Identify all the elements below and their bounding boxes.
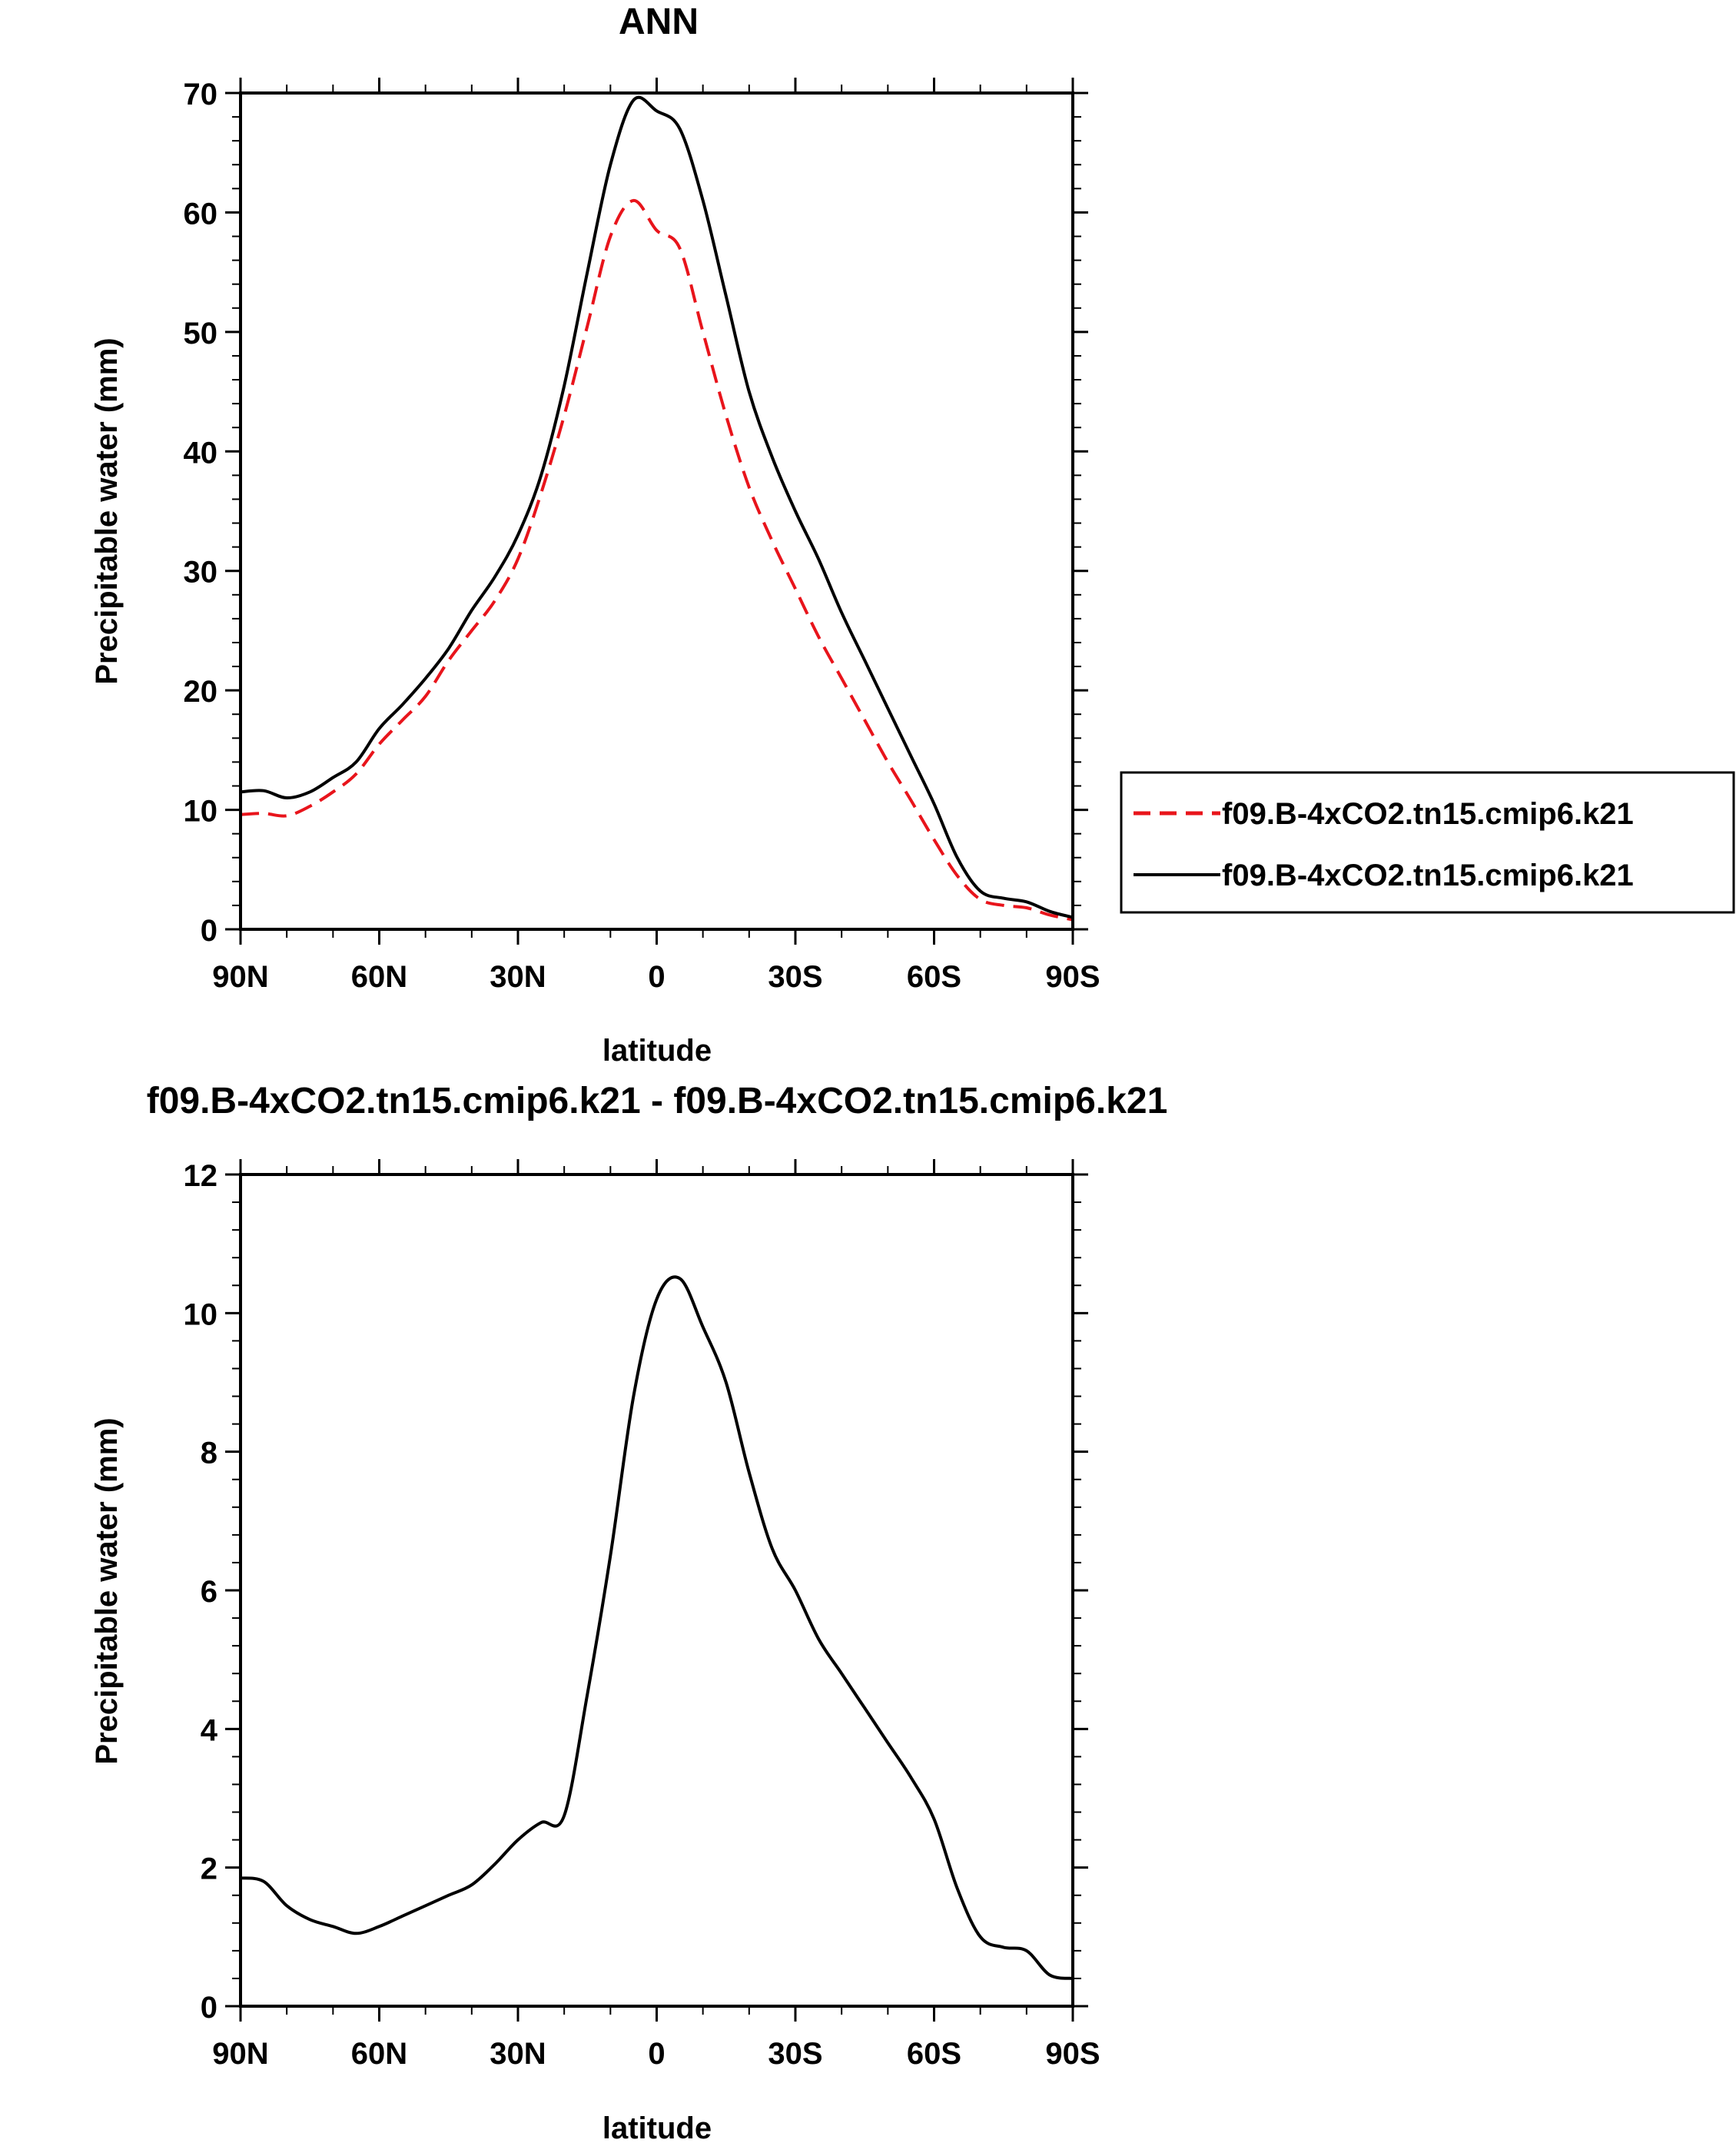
top-panel: ANN 0 10 20 30 40 50 60 70 90N 60N 30N 0 30S 60S 90S P… [90, 2, 1100, 1068]
bottom-y-tick-label: 0 [201, 1991, 217, 2025]
top-y-axis-label: Precipitable water (mm) [90, 337, 124, 684]
top-series-line-2 [240, 95, 1074, 919]
bottom-x-tick-label: 90S [1045, 2037, 1100, 2071]
bottom-series-line-1 [240, 1275, 1074, 1980]
bottom-x-tick-label: 0 [648, 2037, 665, 2071]
top-y-tick-label: 50 [184, 317, 218, 351]
bottom-x-tick-label: 30S [768, 2037, 822, 2071]
top-x-tick-label: 60N [351, 960, 407, 994]
bottom-chart-title: f09.B-4xCO2.tn15.cmip6.k21 - f09.B-4xCO2… [147, 1081, 1168, 1121]
bottom-y-tick-label: 4 [201, 1713, 218, 1747]
top-series-line-1 [240, 198, 1074, 922]
top-y-tick-label: 0 [201, 914, 217, 948]
top-y-tick-label: 40 [184, 436, 218, 470]
top-series-group [240, 95, 1074, 922]
top-y-tick-label: 10 [184, 795, 218, 829]
bottom-y-tick-label: 8 [201, 1437, 217, 1470]
top-x-tick-label: 90S [1045, 960, 1100, 994]
top-x-axis-label: latitude [602, 1034, 712, 1068]
bottom-y-tick-label: 2 [201, 1852, 217, 1886]
bottom-y-axis-label: Precipitable water (mm) [90, 1417, 124, 1764]
top-x-tick-label: 90N [212, 960, 268, 994]
top-y-tick-label: 30 [184, 556, 218, 590]
top-y-tick-label: 20 [184, 675, 218, 709]
top-x-tick-label: 60S [907, 960, 961, 994]
bottom-x-axis-label: latitude [602, 2111, 712, 2143]
legend-box [1120, 771, 1735, 914]
bottom-x-tick-label: 60S [907, 2037, 961, 2071]
top-y-tick-label: 60 [184, 197, 218, 231]
bottom-x-tick-label: 60N [351, 2037, 407, 2071]
top-y-tick-label: 70 [184, 78, 218, 111]
top-x-tick-label: 0 [648, 960, 665, 994]
bottom-y-tick-label: 10 [184, 1297, 218, 1331]
legend: f09.B-4xCO2.tn15.cmip6.k21 f09.B-4xCO2.t… [1120, 771, 1735, 914]
top-plot-frame [239, 91, 1074, 931]
bottom-y-tick-label: 6 [201, 1575, 217, 1609]
top-x-tick-label: 30N [490, 960, 546, 994]
legend-label-2: f09.B-4xCO2.tn15.cmip6.k21 [1222, 859, 1634, 892]
top-x-tick-label: 30S [768, 960, 822, 994]
top-chart-title: ANN [619, 2, 699, 42]
bottom-panel: f09.B-4xCO2.tn15.cmip6.k21 - f09.B-4xCO2… [90, 1081, 1167, 2143]
bottom-x-tick-label: 30N [490, 2037, 546, 2071]
bottom-series-group [240, 1275, 1074, 1980]
bottom-x-tick-label: 90N [212, 2037, 268, 2071]
legend-label-1: f09.B-4xCO2.tn15.cmip6.k21 [1222, 797, 1634, 831]
bottom-y-tick-label: 12 [184, 1159, 218, 1193]
